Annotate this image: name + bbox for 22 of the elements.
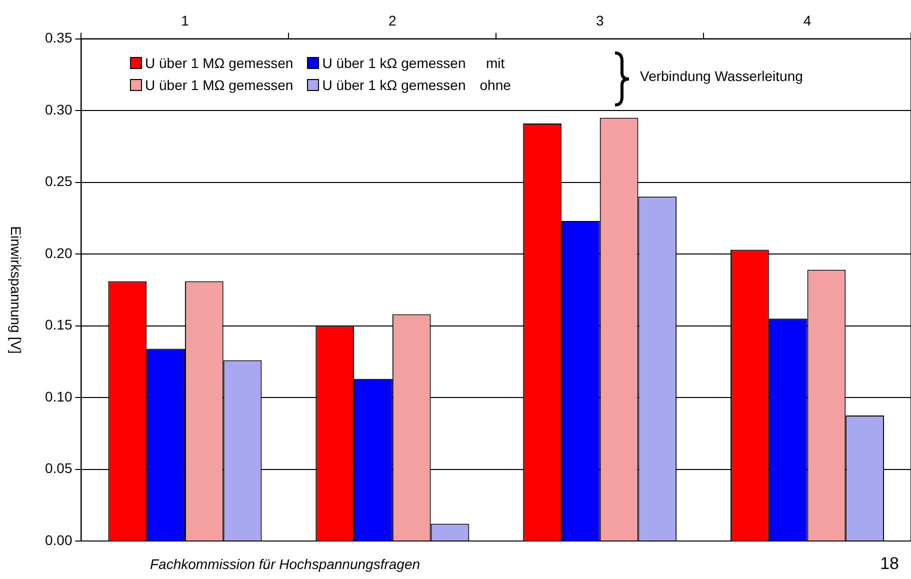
x-tick-label: 2 bbox=[388, 12, 397, 28]
x-tick-label: 4 bbox=[803, 12, 812, 28]
y-axis-title: Einwirkspannung [V] bbox=[8, 226, 24, 354]
y-tick-label: 0.25 bbox=[45, 173, 72, 190]
legend-label: U über 1 MΩ gemessen bbox=[144, 55, 294, 71]
text: Fachkommission für Hochspannungsfragen bbox=[150, 556, 420, 572]
y-tick-label: 0.35 bbox=[45, 30, 72, 46]
legend-label: U über 1 kΩ gemessen bbox=[321, 77, 466, 93]
annotation: Verbindung Wasserleitung bbox=[640, 68, 803, 84]
y-tick-label: 0.30 bbox=[45, 101, 72, 118]
y-tick-label: 0.10 bbox=[45, 388, 72, 404]
x-tick-label: 3 bbox=[596, 12, 604, 28]
text: 18 bbox=[880, 554, 899, 574]
legend-label: U über 1 kΩ gemessen bbox=[321, 55, 466, 71]
y-tick-label: 0.20 bbox=[45, 244, 72, 261]
y-tick-label: 0.15 bbox=[45, 316, 72, 333]
legend-label: U über 1 MΩ gemessen bbox=[144, 77, 294, 93]
x-tick-label: 1 bbox=[181, 12, 190, 28]
annotation: ohne bbox=[480, 77, 511, 93]
y-tick-label: 0.05 bbox=[45, 460, 72, 476]
y-tick-label: 0.00 bbox=[45, 532, 72, 548]
annotation: mit bbox=[484, 55, 506, 71]
